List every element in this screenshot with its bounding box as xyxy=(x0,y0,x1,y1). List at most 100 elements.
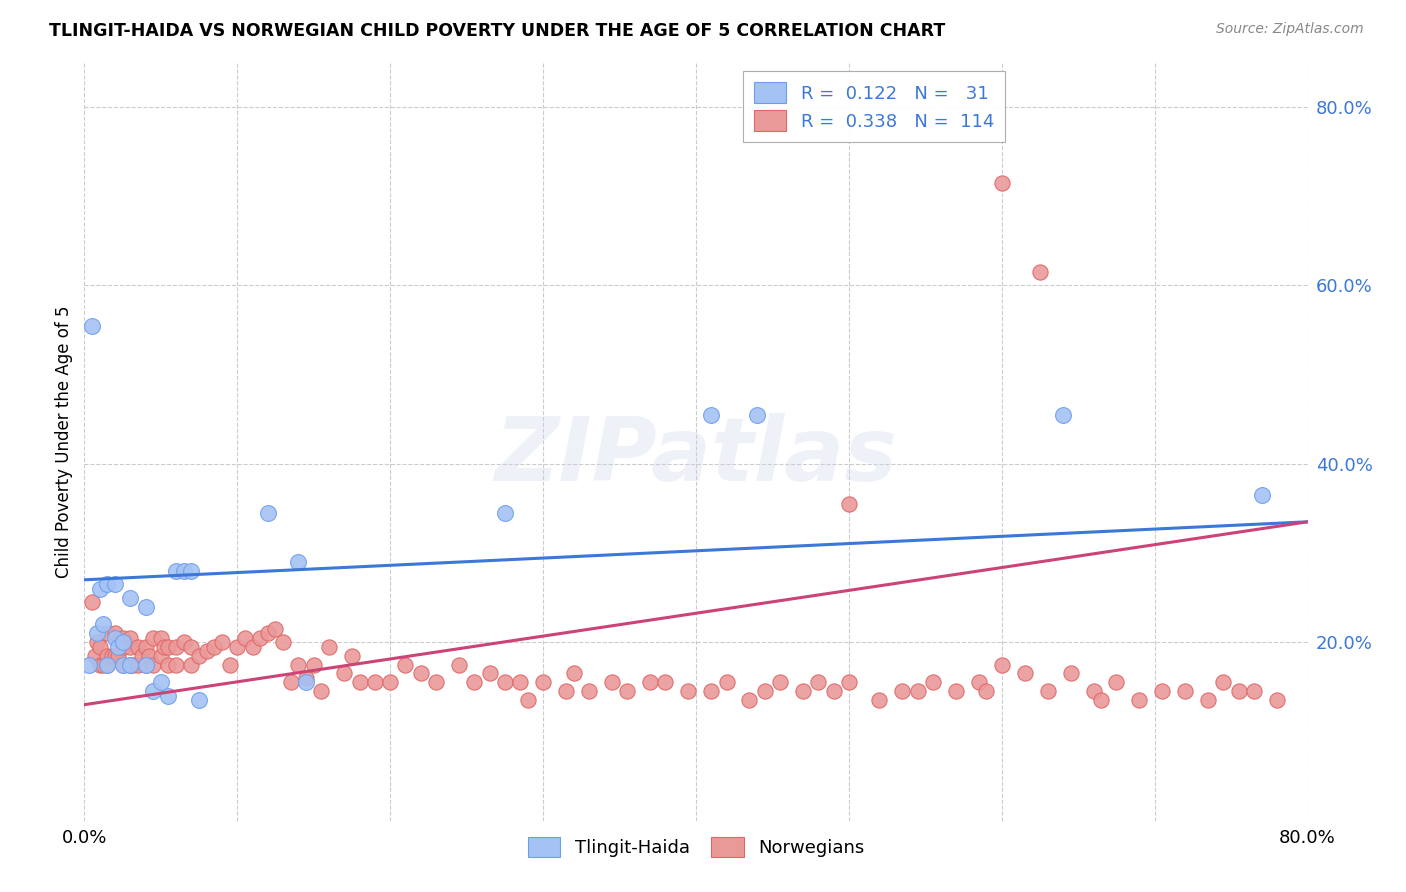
Point xyxy=(120,631,142,645)
Point xyxy=(257,626,280,640)
Point xyxy=(131,648,153,663)
Point xyxy=(700,684,723,698)
Point xyxy=(84,648,107,663)
Point xyxy=(165,657,187,672)
Point xyxy=(1128,693,1150,707)
Point xyxy=(1059,666,1081,681)
Point xyxy=(96,657,118,672)
Point xyxy=(976,684,998,698)
Point xyxy=(218,657,240,672)
Point xyxy=(77,657,100,672)
Point xyxy=(478,666,501,681)
Point xyxy=(311,684,333,698)
Point xyxy=(738,693,761,707)
Point xyxy=(318,640,340,654)
Point xyxy=(80,595,103,609)
Point xyxy=(226,640,249,654)
Point xyxy=(1152,684,1174,698)
Point xyxy=(233,631,256,645)
Text: Source: ZipAtlas.com: Source: ZipAtlas.com xyxy=(1216,22,1364,37)
Point xyxy=(157,640,180,654)
Point xyxy=(111,640,134,654)
Point xyxy=(120,657,142,672)
Y-axis label: Child Poverty Under the Age of 5: Child Poverty Under the Age of 5 xyxy=(55,305,73,578)
Point xyxy=(280,675,302,690)
Point xyxy=(180,640,202,654)
Point xyxy=(1090,693,1112,707)
Point xyxy=(1014,666,1036,681)
Point xyxy=(838,675,860,690)
Point xyxy=(120,640,142,654)
Point xyxy=(104,577,127,591)
Point xyxy=(1105,675,1128,690)
Point xyxy=(1197,693,1219,707)
Point xyxy=(1250,488,1272,502)
Point xyxy=(678,684,700,698)
Point xyxy=(1212,675,1234,690)
Point xyxy=(333,666,356,681)
Point xyxy=(249,631,271,645)
Point xyxy=(153,640,176,654)
Point xyxy=(516,693,538,707)
Point xyxy=(104,631,127,645)
Point xyxy=(1036,684,1059,698)
Point xyxy=(122,657,145,672)
Point xyxy=(135,657,157,672)
Point xyxy=(149,648,172,663)
Point xyxy=(96,657,118,672)
Point xyxy=(494,675,516,690)
Point xyxy=(555,684,578,698)
Point xyxy=(173,635,195,649)
Point xyxy=(127,640,149,654)
Point xyxy=(792,684,814,698)
Point xyxy=(1029,265,1052,279)
Point xyxy=(135,640,157,654)
Point xyxy=(295,675,318,690)
Point xyxy=(242,640,264,654)
Point xyxy=(1265,693,1288,707)
Point xyxy=(257,506,280,520)
Point xyxy=(188,648,211,663)
Point xyxy=(747,408,769,422)
Point xyxy=(302,657,325,672)
Text: TLINGIT-HAIDA VS NORWEGIAN CHILD POVERTY UNDER THE AGE OF 5 CORRELATION CHART: TLINGIT-HAIDA VS NORWEGIAN CHILD POVERTY… xyxy=(49,22,945,40)
Text: ZIPatlas: ZIPatlas xyxy=(495,413,897,500)
Point xyxy=(287,555,309,569)
Point xyxy=(991,176,1014,190)
Point xyxy=(104,648,127,663)
Point xyxy=(394,657,416,672)
Point xyxy=(380,675,402,690)
Point xyxy=(425,675,447,690)
Point xyxy=(616,684,638,698)
Point xyxy=(509,675,531,690)
Point xyxy=(271,635,294,649)
Point xyxy=(654,675,676,690)
Point xyxy=(111,657,134,672)
Point xyxy=(823,684,845,698)
Point xyxy=(967,675,990,690)
Point xyxy=(188,693,211,707)
Point xyxy=(89,657,111,672)
Point xyxy=(891,684,914,698)
Point xyxy=(364,675,387,690)
Point xyxy=(157,657,180,672)
Point xyxy=(991,657,1014,672)
Point xyxy=(295,671,318,685)
Point xyxy=(96,577,118,591)
Point xyxy=(127,657,149,672)
Point xyxy=(409,666,432,681)
Point xyxy=(142,657,165,672)
Point xyxy=(180,564,202,578)
Point xyxy=(869,693,891,707)
Point xyxy=(1227,684,1250,698)
Point xyxy=(135,599,157,614)
Point xyxy=(562,666,585,681)
Point xyxy=(157,689,180,703)
Point xyxy=(600,675,623,690)
Point xyxy=(1083,684,1105,698)
Point xyxy=(80,318,103,333)
Point xyxy=(142,631,165,645)
Point xyxy=(349,675,371,690)
Point xyxy=(101,648,124,663)
Point xyxy=(86,626,108,640)
